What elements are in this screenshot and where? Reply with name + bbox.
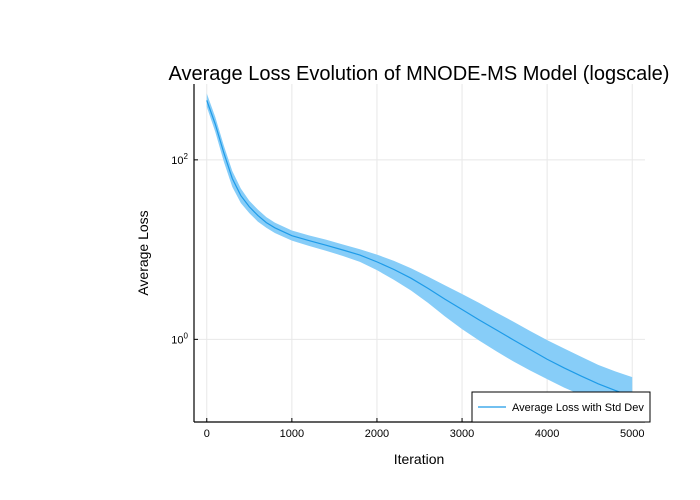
x-tick-label: 5000 (620, 428, 644, 440)
chart-title: Average Loss Evolution of MNODE-MS Model… (169, 63, 670, 85)
plot-area (206, 93, 633, 415)
y-axis-label: Average Loss (135, 210, 151, 295)
x-tick-label: 2000 (365, 428, 389, 440)
tick-labels: 0 1000 2000 3000 4000 5000 100 102 (171, 152, 644, 440)
y-tick-label: 102 (171, 152, 188, 167)
x-tick-label: 0 (204, 428, 210, 440)
x-tick-label: 4000 (535, 428, 559, 440)
x-tick-label: 1000 (280, 428, 304, 440)
mean-line (206, 100, 633, 398)
x-tick-label: 3000 (450, 428, 474, 440)
x-axis-label: Iteration (394, 451, 445, 467)
grid (194, 84, 645, 422)
std-dev-band (206, 93, 633, 415)
y-tick-label: 100 (171, 331, 188, 346)
legend-entry: Average Loss with Std Dev (512, 402, 644, 414)
legend: Average Loss with Std Dev (471, 391, 651, 423)
